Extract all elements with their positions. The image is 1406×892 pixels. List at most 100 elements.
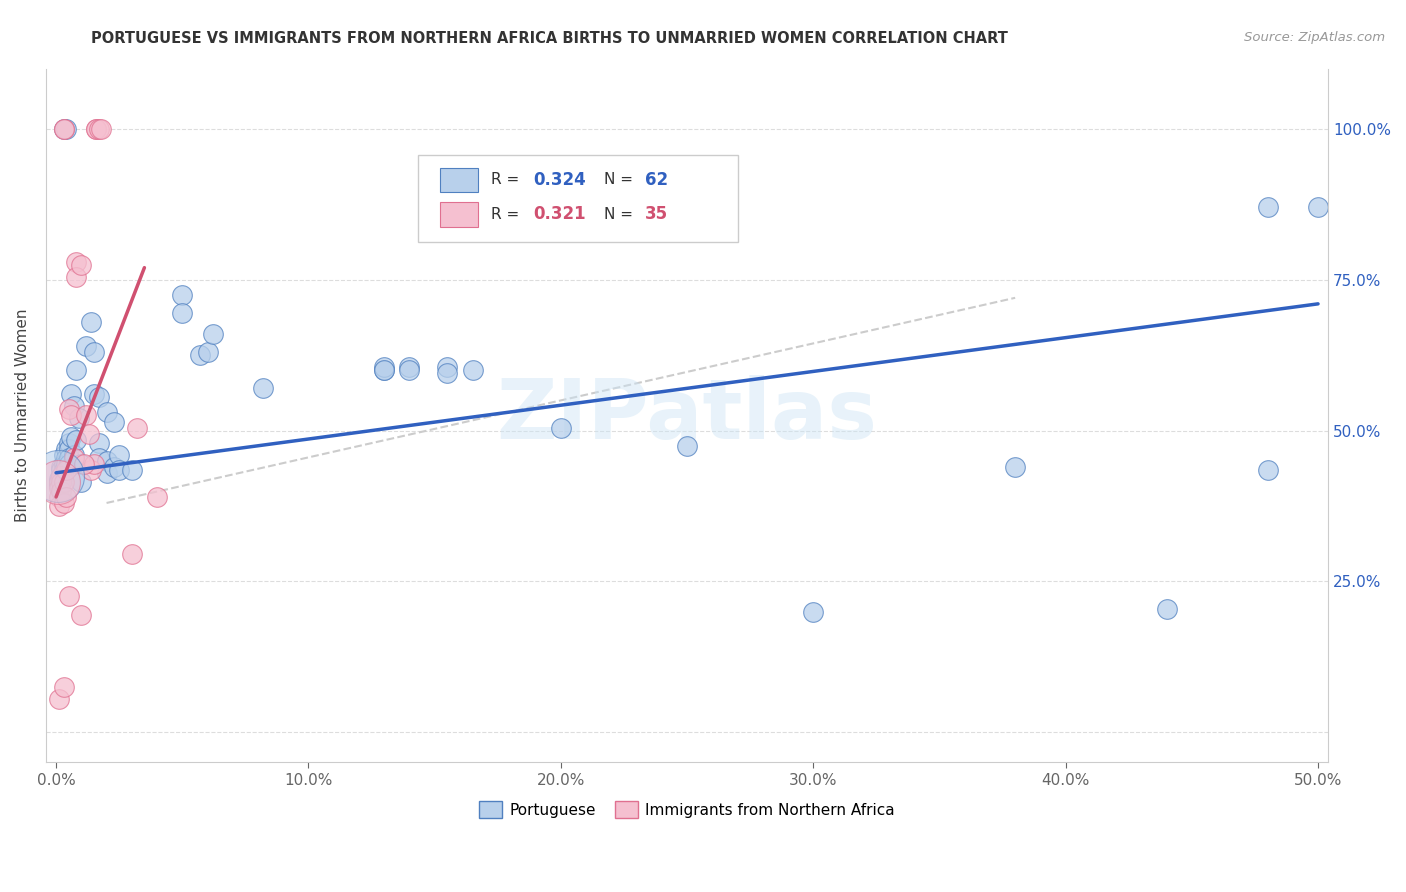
Point — [75, 409, 97, 423]
Point — [65, 269, 87, 284]
Point — [373, 360, 395, 375]
Point — [121, 463, 143, 477]
Point — [52, 463, 75, 477]
Point — [73, 457, 96, 471]
Point — [49, 468, 72, 483]
Point — [48, 472, 70, 486]
Text: ZIPatlas: ZIPatlas — [496, 375, 877, 456]
Point — [48, 478, 70, 492]
Point — [49, 475, 72, 489]
Point — [52, 496, 75, 510]
Text: 62: 62 — [645, 170, 668, 188]
Point — [58, 450, 80, 465]
Text: N =: N = — [603, 172, 633, 187]
Point — [172, 287, 194, 301]
Point — [46, 468, 69, 483]
Point — [52, 680, 75, 694]
Point — [46, 475, 69, 489]
Point — [62, 450, 84, 465]
Point — [55, 121, 77, 136]
Point — [49, 463, 72, 477]
Point — [146, 490, 169, 504]
Point — [70, 258, 93, 272]
Point — [58, 442, 80, 456]
Text: R =: R = — [491, 207, 519, 222]
Point — [373, 363, 395, 377]
Point — [188, 348, 211, 362]
Point — [1156, 601, 1178, 615]
Point — [48, 475, 70, 489]
Text: PORTUGUESE VS IMMIGRANTS FROM NORTHERN AFRICA BIRTHS TO UNMARRIED WOMEN CORRELAT: PORTUGUESE VS IMMIGRANTS FROM NORTHERN A… — [91, 31, 1008, 46]
Point — [52, 121, 75, 136]
Point — [52, 448, 75, 462]
Point — [172, 306, 194, 320]
Point — [48, 499, 70, 513]
Point — [373, 363, 395, 377]
Point — [70, 457, 93, 471]
Point — [86, 121, 108, 136]
Point — [52, 457, 75, 471]
Point — [80, 315, 103, 329]
Point — [52, 475, 75, 489]
Point — [436, 360, 458, 375]
Point — [70, 607, 93, 622]
Point — [103, 415, 125, 429]
Point — [75, 339, 97, 353]
Point — [52, 121, 75, 136]
Point — [55, 442, 77, 456]
Point — [1004, 459, 1026, 474]
Point — [550, 420, 572, 434]
Text: N =: N = — [603, 207, 633, 222]
Point — [96, 454, 118, 468]
Text: 0.324: 0.324 — [533, 170, 586, 188]
Point — [125, 420, 148, 434]
Point — [676, 439, 699, 453]
Point — [436, 366, 458, 380]
Point — [461, 363, 484, 377]
Point — [103, 459, 125, 474]
FancyBboxPatch shape — [440, 202, 478, 227]
Point — [48, 692, 70, 706]
Point — [80, 463, 103, 477]
Point — [1257, 463, 1279, 477]
Point — [90, 121, 112, 136]
Point — [70, 475, 93, 489]
Point — [49, 468, 72, 483]
FancyBboxPatch shape — [440, 168, 478, 192]
Point — [48, 481, 70, 495]
Point — [77, 426, 100, 441]
Point — [96, 466, 118, 480]
Point — [121, 547, 143, 561]
Point — [87, 450, 110, 465]
Point — [201, 326, 224, 341]
Point — [65, 363, 87, 377]
FancyBboxPatch shape — [418, 155, 738, 242]
Point — [87, 121, 110, 136]
Point — [108, 463, 131, 477]
Point — [62, 400, 84, 414]
Point — [55, 457, 77, 471]
Point — [87, 390, 110, 404]
Point — [83, 387, 105, 401]
Point — [398, 360, 420, 375]
Point — [55, 463, 77, 477]
Point — [398, 363, 420, 377]
Point — [58, 435, 80, 450]
Text: 35: 35 — [645, 205, 668, 223]
Point — [58, 402, 80, 417]
Point — [252, 381, 274, 395]
Point — [55, 450, 77, 465]
Point — [96, 405, 118, 419]
Y-axis label: Births to Unmarried Women: Births to Unmarried Women — [15, 309, 30, 522]
Text: Source: ZipAtlas.com: Source: ZipAtlas.com — [1244, 31, 1385, 45]
Text: R =: R = — [491, 172, 519, 187]
Point — [1257, 200, 1279, 214]
Point — [67, 411, 90, 425]
Point — [87, 435, 110, 450]
Point — [58, 590, 80, 604]
Point — [197, 345, 219, 359]
Point — [86, 121, 108, 136]
Point — [60, 409, 83, 423]
Point — [108, 448, 131, 462]
Point — [65, 254, 87, 268]
